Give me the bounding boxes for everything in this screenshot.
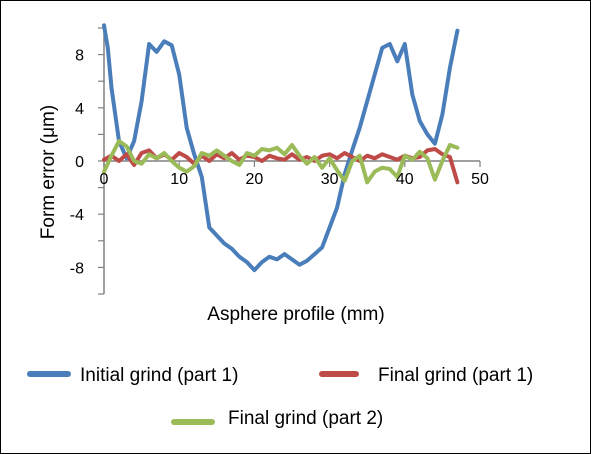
x-tick-label: 0 xyxy=(100,171,109,188)
x-axis-title: Asphere profile (mm) xyxy=(207,304,384,325)
legend-label-3: Final grind (part 2) xyxy=(228,408,383,429)
series-line-3 xyxy=(102,139,460,185)
plot-axes xyxy=(98,27,481,295)
series-layer xyxy=(102,23,460,273)
y-tick-label: 4 xyxy=(75,101,84,118)
tick-labels: 840-4-80 10 20 30 40 50 xyxy=(70,48,489,278)
y-tick-label: -4 xyxy=(70,207,84,224)
legend-label-1: Initial grind (part 1) xyxy=(80,365,238,386)
y-tick-label: 8 xyxy=(75,48,84,65)
x-tick-label: 10 xyxy=(170,171,188,188)
y-axis-title: Form error (μm) xyxy=(38,105,59,239)
y-tick-label: -8 xyxy=(70,260,84,277)
x-tick-label: 20 xyxy=(246,171,264,188)
x-tick-label: 30 xyxy=(321,171,339,188)
y-tick-label: 0 xyxy=(75,154,84,171)
series-line-1 xyxy=(102,23,460,273)
legend: Initial grind (part 1) Final grind (part … xyxy=(27,365,533,429)
legend-label-2: Final grind (part 1) xyxy=(378,365,533,386)
x-tick-label: 40 xyxy=(396,171,414,188)
x-tick-label: 50 xyxy=(471,171,489,188)
